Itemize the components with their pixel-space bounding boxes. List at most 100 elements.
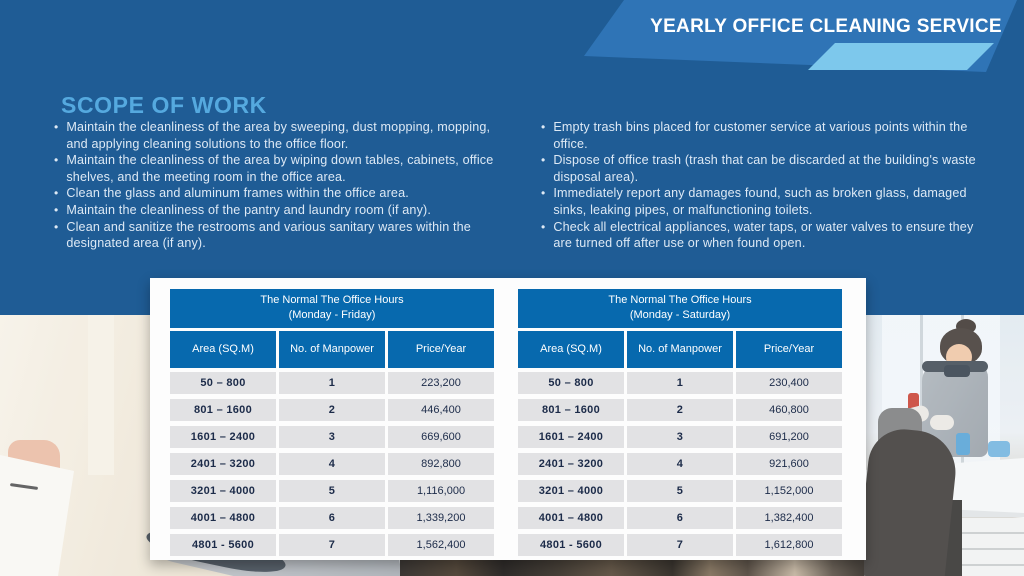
bullet-text: Maintain the cleanliness of the area by …	[66, 120, 491, 151]
cell-manpower: 3	[279, 426, 385, 449]
cell-manpower: 6	[627, 507, 733, 530]
cell-price: 892,800	[388, 453, 494, 476]
cell-area: 1601 – 2400	[518, 426, 624, 449]
column-header-manpower: No. of Manpower	[279, 331, 385, 369]
bullet-icon: •	[541, 120, 546, 134]
table-header-row: Area (SQ.M) No. of Manpower Price/Year	[518, 331, 842, 369]
bullet-text: Maintain the cleanliness of the pantry a…	[66, 202, 432, 217]
cell-area: 4801 - 5600	[170, 534, 276, 557]
table-header-row: Area (SQ.M) No. of Manpower Price/Year	[170, 331, 494, 369]
pricing-card: The Normal The Office Hours (Monday - Fr…	[150, 278, 866, 560]
bullet-text: Maintain the cleanliness of the area by …	[66, 153, 494, 184]
cell-manpower: 5	[627, 480, 733, 503]
cell-area: 4001 – 4800	[518, 507, 624, 530]
cell-price: 1,339,200	[388, 507, 494, 530]
cell-price: 921,600	[736, 453, 842, 476]
bullet-icon: •	[54, 120, 59, 134]
bullet-item: • Maintain the cleanliness of the pantry …	[54, 202, 506, 219]
bullet-icon: •	[54, 153, 59, 168]
door-frame	[88, 315, 114, 475]
cell-manpower: 1	[279, 372, 385, 395]
bullet-icon: •	[54, 186, 59, 201]
cell-area: 3201 – 4000	[170, 480, 276, 503]
table-row: 2401 – 3200 4 892,800	[170, 453, 494, 476]
table-row: 1601 – 2400 3 691,200	[518, 426, 842, 449]
table-row: 2401 – 3200 4 921,600	[518, 453, 842, 476]
cell-area: 3201 – 4000	[518, 480, 624, 503]
cell-area: 801 – 1600	[518, 399, 624, 422]
pricing-table-saturday: The Normal The Office Hours (Monday - Sa…	[518, 289, 842, 561]
column-header-area: Area (SQ.M)	[170, 331, 276, 369]
cell-area: 2401 – 3200	[518, 453, 624, 476]
cleaning-supplies	[988, 441, 1010, 457]
cell-area: 1601 – 2400	[170, 426, 276, 449]
table-row: 50 – 800 1 223,200	[170, 372, 494, 395]
bullet-text: Dispose of office trash (trash that can …	[553, 153, 976, 184]
table-row: 4001 – 4800 6 1,382,400	[518, 507, 842, 530]
bullet-text: Clean the glass and aluminum frames with…	[66, 186, 409, 201]
scope-bullets-right: • Empty trash bins placed for customer se…	[541, 119, 979, 252]
cell-price: 1,382,400	[736, 507, 842, 530]
cell-price: 1,612,800	[736, 534, 842, 557]
uniform-collar	[944, 365, 970, 377]
pricing-table-weekday: The Normal The Office Hours (Monday - Fr…	[170, 289, 494, 561]
header-banner-accent-shape	[808, 43, 994, 70]
bullet-icon: •	[541, 186, 546, 201]
cell-price: 669,600	[388, 426, 494, 449]
photo-cleaner-right	[864, 315, 1024, 576]
cell-area: 801 – 1600	[170, 399, 276, 422]
cleaning-bottle	[956, 433, 970, 455]
bullet-text: Empty trash bins placed for customer ser…	[553, 120, 968, 151]
cell-manpower: 4	[627, 453, 733, 476]
cell-manpower: 2	[627, 399, 733, 422]
bullet-item: • Empty trash bins placed for customer se…	[541, 119, 979, 152]
cell-price: 1,116,000	[388, 480, 494, 503]
column-header-area: Area (SQ.M)	[518, 331, 624, 369]
bullet-icon: •	[54, 219, 59, 234]
scope-bullets-left: • Maintain the cleanliness of the area by…	[54, 119, 506, 252]
glove	[930, 415, 954, 430]
bullet-item: • Dispose of office trash (trash that can…	[541, 152, 979, 185]
table-row: 4001 – 4800 6 1,339,200	[170, 507, 494, 530]
cell-manpower: 6	[279, 507, 385, 530]
bullet-item: • Immediately report any damages found, s…	[541, 185, 979, 218]
cell-price: 1,562,400	[388, 534, 494, 557]
photo-overlay	[864, 315, 1024, 576]
bullet-text: Clean and sanitize the restrooms and var…	[66, 219, 471, 251]
table-row: 4801 - 5600 7 1,562,400	[170, 534, 494, 557]
table-title: The Normal The Office Hours (Monday - Fr…	[170, 289, 494, 329]
bullet-item: • Maintain the cleanliness of the area by…	[54, 119, 506, 152]
table-row: 801 – 1600 2 446,400	[170, 399, 494, 422]
table-row: 801 – 1600 2 460,800	[518, 399, 842, 422]
bullet-item: • Clean the glass and aluminum frames wit…	[54, 185, 506, 202]
bullet-icon: •	[54, 202, 59, 217]
cell-manpower: 2	[279, 399, 385, 422]
table-title-line2: (Monday - Friday)	[288, 309, 376, 322]
table-title: The Normal The Office Hours (Monday - Sa…	[518, 289, 842, 329]
bullet-item: • Clean and sanitize the restrooms and va…	[54, 219, 506, 252]
table-row: 3201 – 4000 5 1,116,000	[170, 480, 494, 503]
cell-price: 223,200	[388, 372, 494, 395]
bullet-text: Check all electrical appliances, water t…	[553, 219, 974, 251]
column-header-price: Price/Year	[388, 331, 494, 369]
cell-area: 50 – 800	[170, 372, 276, 395]
table-row: 4801 - 5600 7 1,612,800	[518, 534, 842, 557]
cell-area: 50 – 800	[518, 372, 624, 395]
cell-area: 4801 - 5600	[518, 534, 624, 557]
bullet-icon: •	[541, 219, 546, 234]
bullet-item: • Maintain the cleanliness of the area by…	[54, 152, 506, 185]
bullet-icon: •	[541, 153, 546, 168]
cell-area: 2401 – 3200	[170, 453, 276, 476]
cell-manpower: 7	[627, 534, 733, 557]
cell-price: 691,200	[736, 426, 842, 449]
section-heading: SCOPE OF WORK	[61, 92, 267, 118]
bullet-item: • Check all electrical appliances, water …	[541, 219, 979, 252]
table-row: 50 – 800 1 230,400	[518, 372, 842, 395]
cell-manpower: 3	[627, 426, 733, 449]
cell-manpower: 4	[279, 453, 385, 476]
column-header-price: Price/Year	[736, 331, 842, 369]
cell-manpower: 1	[627, 372, 733, 395]
cell-price: 446,400	[388, 399, 494, 422]
cell-manpower: 5	[279, 480, 385, 503]
cell-price: 1,152,000	[736, 480, 842, 503]
